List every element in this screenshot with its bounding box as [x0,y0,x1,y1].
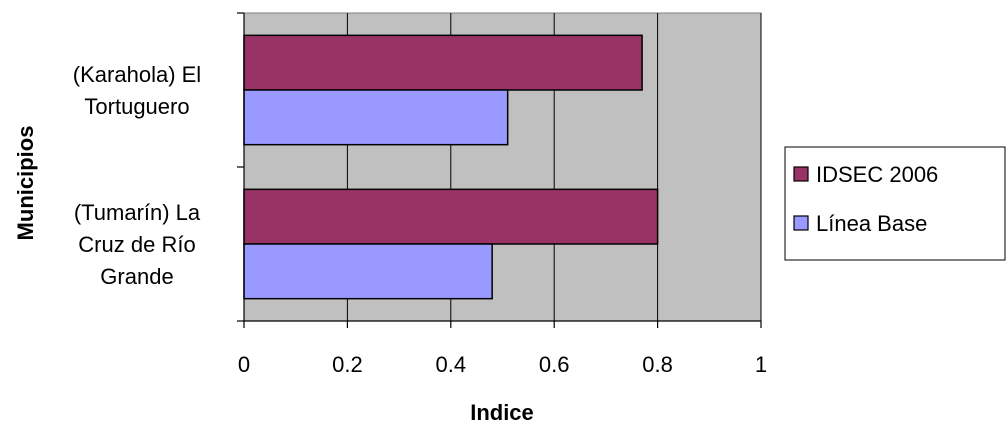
bar [243,188,659,245]
category-labels: (Karahola) El Tortuguero (Tumarín) La Cruz … [73,62,201,289]
legend-box [784,146,1006,261]
legend-label: Línea Base [816,211,927,236]
x-tick-label: 0.6 [539,352,570,377]
legend-swatch [793,215,809,231]
x-tick-label: 0 [238,352,250,377]
y-axis-title: Municipios [13,126,38,241]
x-tick-label: 0.4 [436,352,467,377]
legend-label: IDSEC 2006 [816,162,938,187]
bar [243,34,643,91]
axes [237,12,762,328]
x-axis-title: Indice [470,400,534,425]
category-label: (Karahola) El Tortuguero [73,62,201,119]
legend-swatch [793,166,809,182]
bar [243,89,509,146]
category-label: (Tumarín) La Cruz de Río Grande [74,200,201,289]
x-tick-label: 0.2 [332,352,363,377]
x-tick-label: 0.8 [642,352,673,377]
x-tick-labels: 0 0.2 0.4 0.6 0.8 1 [238,352,767,377]
x-tick-label: 1 [755,352,767,377]
bar [243,243,493,300]
legend: IDSEC 2006 Línea Base [784,146,1006,261]
